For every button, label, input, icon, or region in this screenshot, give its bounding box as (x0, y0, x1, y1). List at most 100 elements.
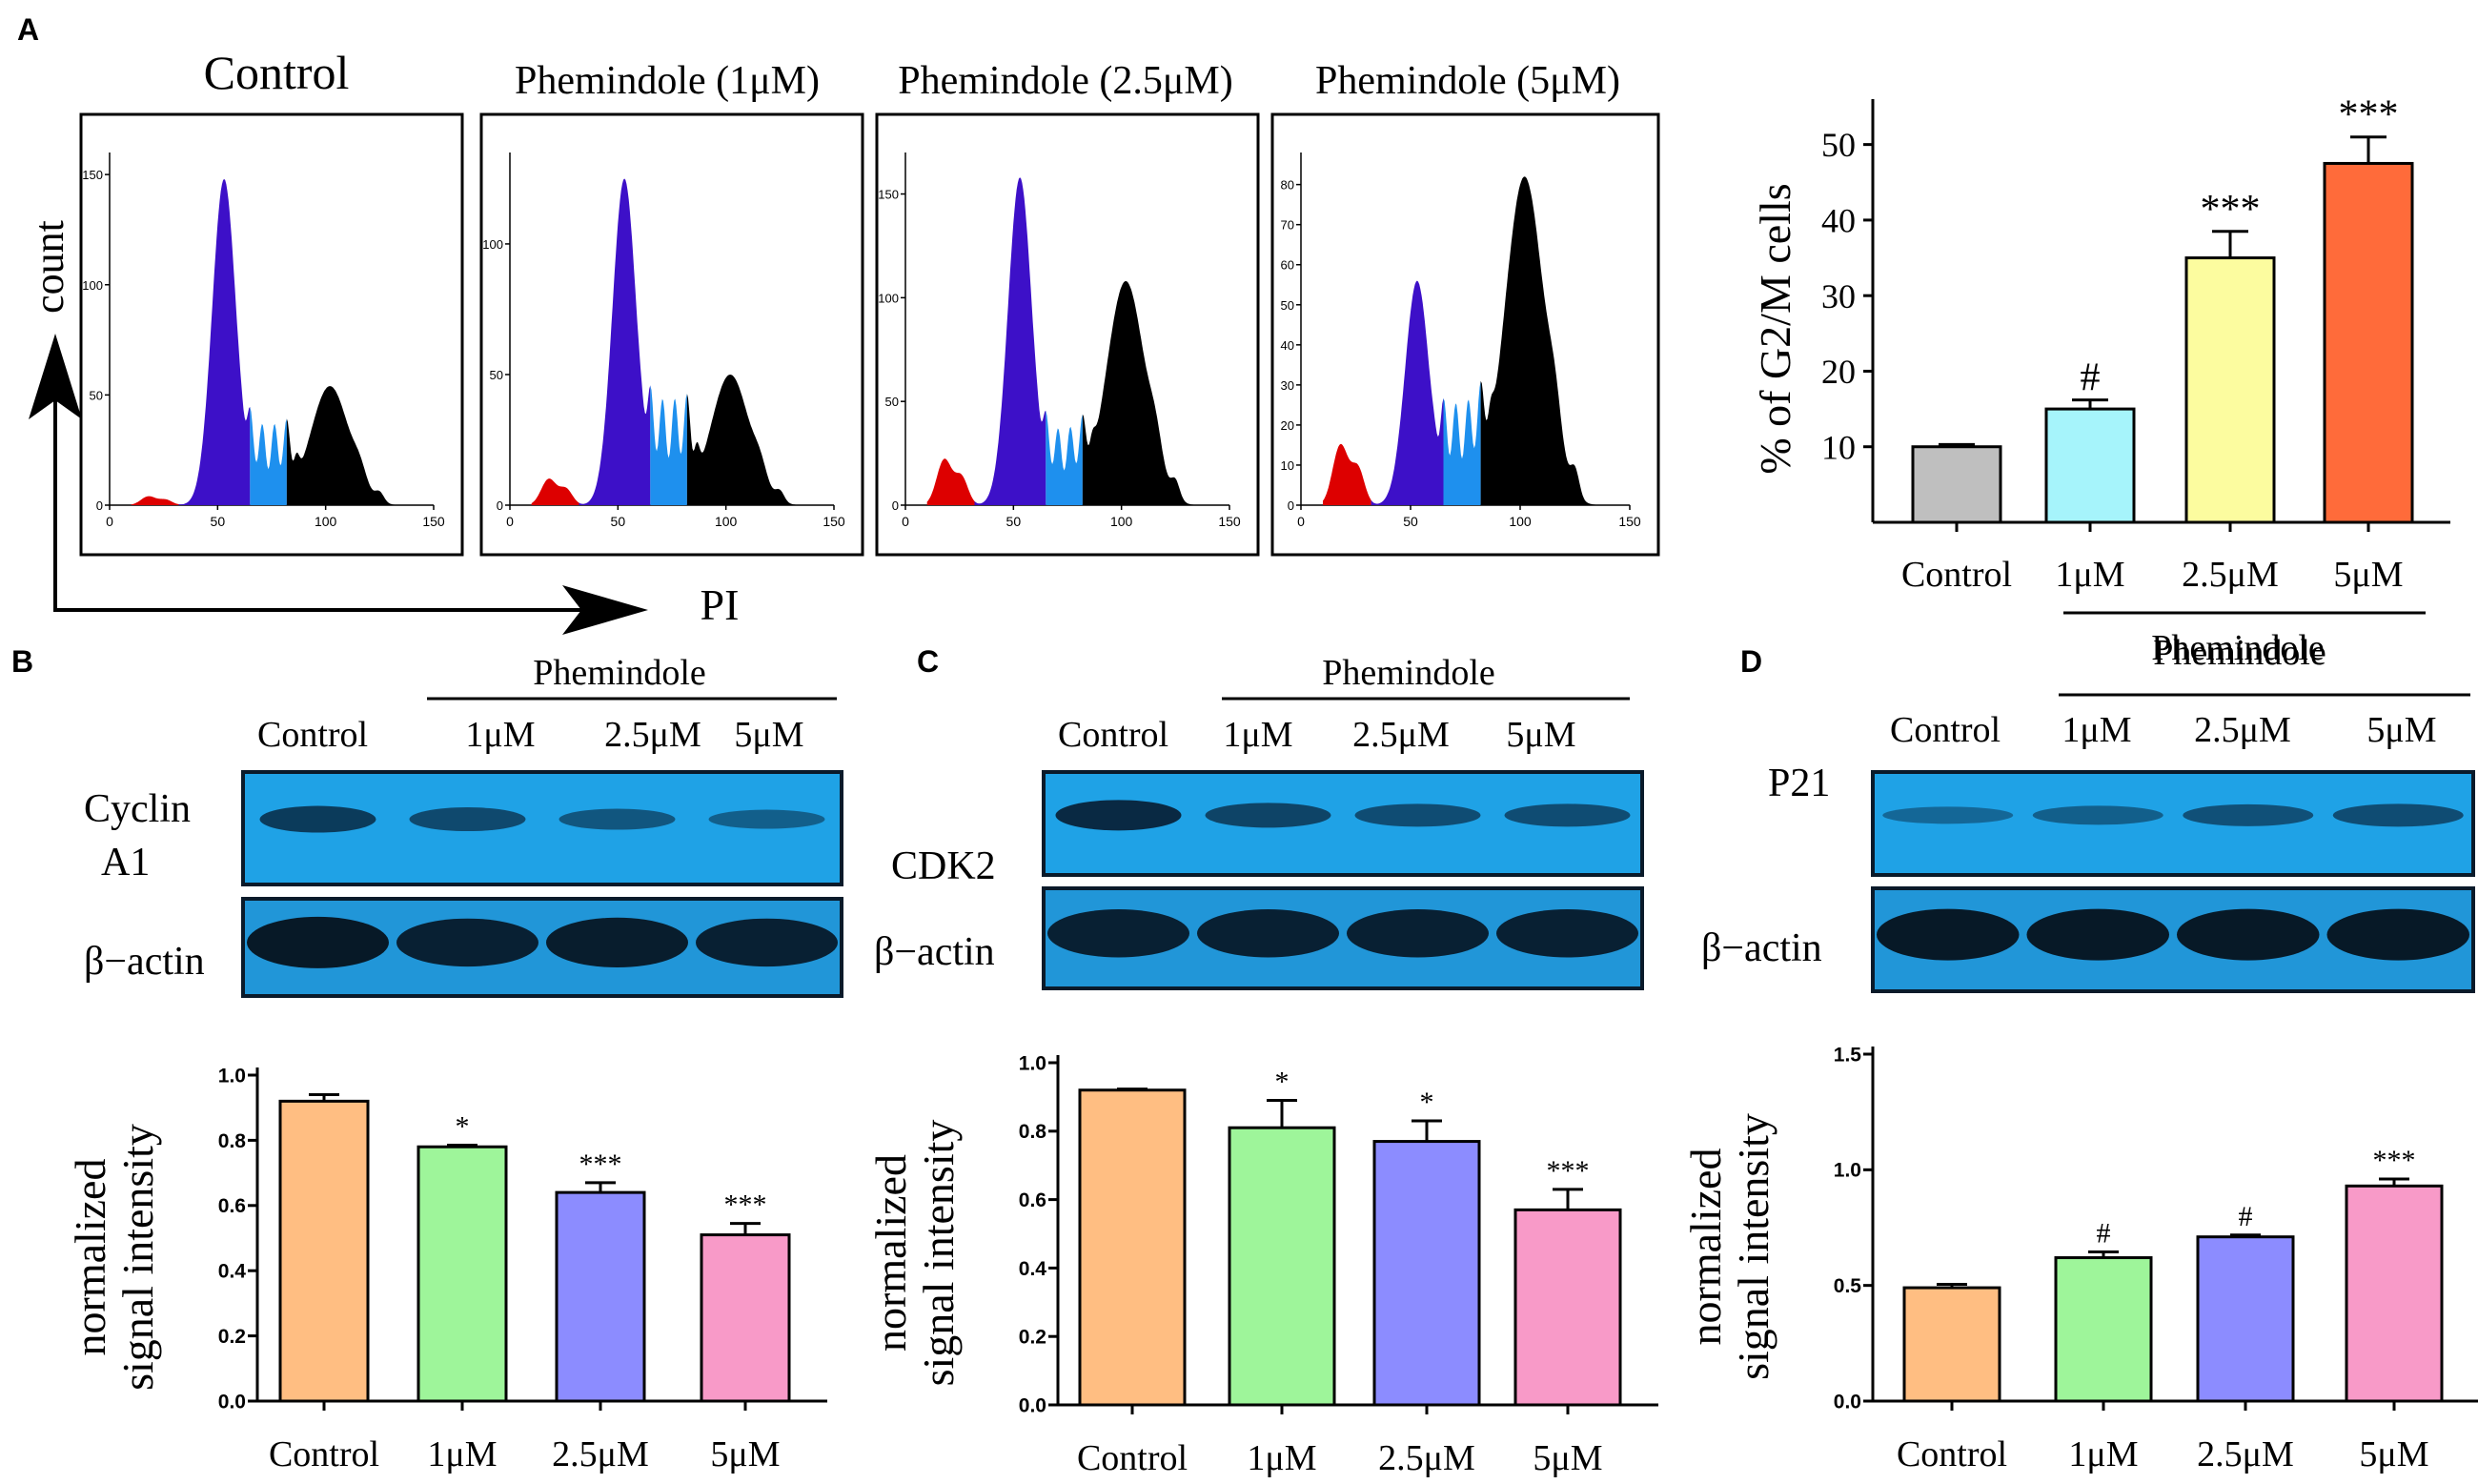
bar-chart-y-tick-label: 30 (1821, 277, 1856, 315)
histogram-peak-sub-g1 (1323, 443, 1371, 505)
histogram-peak-g0-g1 (1371, 280, 1444, 505)
histogram-y-tick-label: 30 (1281, 378, 1294, 393)
blot-lane-label: 1μM (1223, 715, 1292, 755)
blot-target-band (2183, 803, 2314, 826)
bar-chart-significance-label: *** (724, 1189, 767, 1221)
y-axis-label: % of G2/M cells (1751, 183, 1799, 474)
bar-chart-y-label: normalized (66, 1159, 114, 1356)
blot-target-band (2032, 805, 2163, 825)
histogram-x-tick-label: 100 (315, 514, 337, 529)
bar-chart-y-tick-label: 1.0 (1834, 1160, 1861, 1182)
actin-band-label: β−actin (874, 930, 995, 974)
bar-chart-bar (1902, 1286, 2001, 1403)
histogram-title: Control (204, 46, 350, 99)
blot-actin-band (1197, 909, 1339, 958)
histogram-x-tick-label: 150 (1618, 514, 1641, 529)
western-blot-cyclin-a1: Phemindole Cyclin A1 β−actin Control 1μM 2… (84, 653, 843, 998)
actin-band-label: β−actin (84, 940, 205, 984)
histogram-x-tick-label: 100 (715, 514, 738, 529)
blot-actin-band (2026, 908, 2169, 961)
histogram-peak-s-phase (1443, 380, 1481, 505)
histogram-title: Phemindole (2.5μM) (898, 59, 1232, 103)
blot-target-band (1354, 803, 1481, 827)
histogram-x-tick-label: 150 (1218, 514, 1241, 529)
histogram-y-tick-label: 10 (1281, 458, 1294, 473)
blot-actin-band (1496, 909, 1638, 958)
histogram-axes-arrows: count PI (26, 220, 739, 635)
bar-chart-bar (2196, 1235, 2295, 1403)
bar-chart-category-label: 1μM (2055, 555, 2124, 595)
bar-chart-category-label: 5μM (2359, 1434, 2428, 1474)
bar-chart-y-label: normalized (1681, 1149, 1730, 1346)
bar-chart-bar (416, 1145, 508, 1403)
bar-chart-y-tick-label: 1.0 (1019, 1052, 1046, 1074)
bar-chart-bar (1911, 445, 2002, 524)
histogram-y-tick-label: 60 (1281, 258, 1294, 273)
blot-actin-band (546, 917, 688, 968)
bar-chart-bar (2184, 256, 2276, 524)
cdk2-bar-chart: 0.0 0.2 0.4 0.6 0.8 1.0 Control * 1μM * 2.5μM *** 5μ… (866, 1052, 1658, 1478)
blot-target-band (559, 808, 676, 830)
blot-actin-band (1347, 909, 1489, 958)
histogram-x-tick-label: 50 (611, 514, 626, 529)
bar-chart-y-tick-label: 0.5 (1834, 1275, 1862, 1297)
bar-chart-y-tick-label: 0.4 (1019, 1258, 1047, 1280)
bar-chart-bar (555, 1190, 646, 1403)
blot-actin-band (396, 918, 538, 967)
histogram-y-tick-label: 100 (482, 237, 503, 252)
blot-actin-band (247, 916, 389, 968)
bar-chart-significance-label: *** (2373, 1145, 2416, 1176)
treatment-group-label: Phemindole (2151, 628, 2325, 668)
blot-target-band (1205, 803, 1331, 828)
actin-band-label: β−actin (1701, 926, 1822, 970)
bar-chart-category-label: 2.5μM (2182, 555, 2279, 595)
blot-lane-label: 2.5μM (1352, 715, 1450, 755)
target-band-label-line2: A1 (101, 841, 150, 884)
bar-chart-category-label: 1μM (2068, 1434, 2138, 1474)
bar-chart-significance-label: *** (2339, 93, 2399, 137)
pi-axis-label: PI (701, 580, 740, 629)
histogram-peak-g0-g1 (579, 178, 651, 505)
histogram-x-tick-label: 100 (1110, 514, 1133, 529)
bar-chart-significance-label: *** (579, 1149, 622, 1180)
blot-lane-label: 5μM (2366, 710, 2436, 750)
panel-label-d: D (1740, 644, 1762, 679)
bar-chart-bar (278, 1099, 370, 1403)
blot-actin-band (2177, 908, 2320, 961)
histogram-y-tick-label: 50 (490, 368, 503, 382)
histogram-x-tick-label: 50 (211, 514, 226, 529)
target-band-label: CDK2 (891, 844, 996, 888)
bar-chart-y-tick-label: 0.2 (218, 1326, 246, 1348)
histogram-peak-sub-g1 (531, 478, 579, 505)
histogram-x-tick-label: 150 (823, 514, 845, 529)
bar-chart-y-tick-label: 10 (1821, 428, 1856, 466)
histogram-y-tick-label: 100 (878, 291, 899, 305)
histogram-peak-s-phase (650, 385, 687, 505)
western-blot-p21: Phemindole P21 β−actin Control 1μM 2.5μM 5μ… (1701, 633, 2475, 993)
bar-chart-significance-label: # (2081, 356, 2101, 400)
histogram-y-tick-label: 150 (878, 188, 899, 202)
histogram-y-tick-label: 0 (1288, 498, 1294, 513)
blot-lane-label: Control (1890, 710, 2001, 750)
blot-lane-label: Control (257, 715, 368, 755)
blot-actin-band (2326, 908, 2469, 961)
histogram-phemindole-2-5um: Phemindole (2.5μM) 0 50 100 150 0 50 100 150 (875, 59, 1260, 557)
bar-chart-y-tick-label: 50 (1821, 126, 1856, 164)
bar-chart-y-tick-label: 40 (1821, 202, 1856, 240)
bar-chart-category-label: 2.5μM (1378, 1438, 1475, 1478)
bar-chart-bar (1078, 1088, 1187, 1407)
bar-chart-y-label: signal intensity (1729, 1113, 1777, 1380)
histogram-y-tick-label: 0 (892, 498, 899, 513)
histogram-y-tick-label: 50 (90, 388, 103, 402)
treatment-label: Phemindole (2153, 633, 2326, 673)
bar-chart-bar (2044, 407, 2136, 524)
blot-lane-label: 5μM (1506, 715, 1575, 755)
count-axis-label: count (26, 220, 72, 314)
blot-target-band (1504, 803, 1631, 827)
histogram-y-tick-label: 100 (82, 278, 103, 293)
cyclin-a1-bar-chart: 0.0 0.2 0.4 0.6 0.8 1.0 Control * 1μM *** 2.5μM ***… (66, 1065, 827, 1474)
histogram-y-tick-label: 40 (1281, 338, 1294, 353)
bar-chart-category-label: 5μM (1533, 1438, 1602, 1478)
histogram-title: Phemindole (5μM) (1315, 59, 1620, 103)
